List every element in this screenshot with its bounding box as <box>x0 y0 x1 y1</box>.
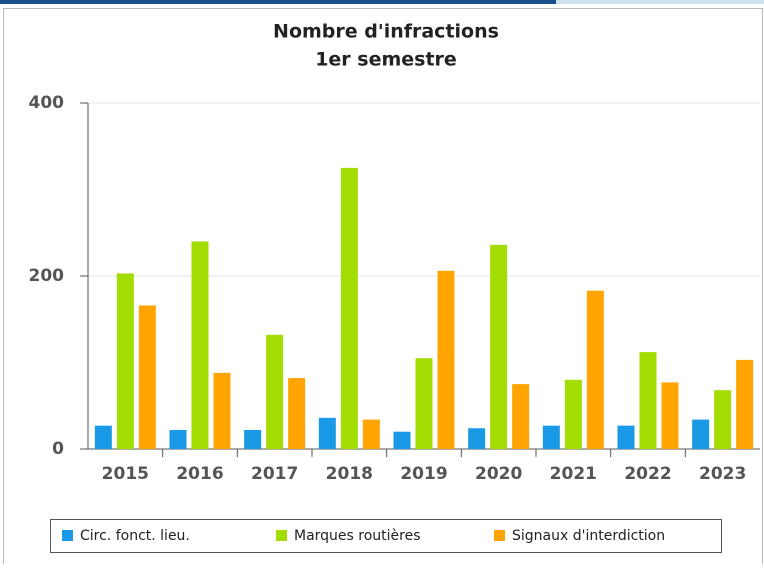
legend-label: Circ. fonct. lieu. <box>80 528 190 544</box>
y-tick-label: 400 <box>29 93 65 113</box>
x-tick-label: 2016 <box>176 464 223 484</box>
bar <box>639 352 657 449</box>
top-bar-light <box>556 0 764 4</box>
bar <box>94 425 112 449</box>
bar <box>542 425 560 449</box>
bar <box>490 244 508 449</box>
y-tick-label: 0 <box>52 439 64 459</box>
legend-label: Signaux d'interdiction <box>512 528 665 544</box>
bar <box>266 334 284 449</box>
bar <box>736 359 754 449</box>
chart-subtitle: 1er semestre <box>315 49 457 71</box>
bar <box>437 270 455 449</box>
bar <box>362 419 380 449</box>
legend <box>50 519 722 553</box>
x-tick-label: 2019 <box>400 464 447 484</box>
bar <box>415 358 433 449</box>
bar <box>191 241 209 449</box>
bar <box>138 305 156 449</box>
legend-swatch <box>62 530 73 541</box>
x-tick-label: 2020 <box>475 464 522 484</box>
x-tick-label: 2015 <box>102 464 149 484</box>
legend-label: Marques routières <box>294 528 421 544</box>
x-tick-label: 2023 <box>699 464 746 484</box>
bar <box>288 378 306 449</box>
bar <box>318 417 336 449</box>
y-tick-label: 200 <box>29 266 65 286</box>
legend-swatch <box>494 530 505 541</box>
x-tick-label: 2018 <box>326 464 373 484</box>
bar <box>586 290 604 449</box>
legend-swatch <box>276 530 287 541</box>
bar <box>169 429 187 449</box>
x-tick-label: 2017 <box>251 464 298 484</box>
bar <box>468 428 486 449</box>
bar <box>393 431 411 449</box>
chart-title: Nombre d'infractions <box>273 21 499 43</box>
bar <box>213 372 231 449</box>
bar <box>244 429 262 449</box>
bar <box>714 390 732 449</box>
x-tick-label: 2021 <box>550 464 597 484</box>
bar <box>661 382 679 449</box>
bar <box>617 425 635 449</box>
top-bar <box>0 0 556 4</box>
bar <box>564 379 582 449</box>
bar <box>340 167 358 449</box>
bar <box>692 419 710 449</box>
bar <box>512 384 530 449</box>
bar <box>116 273 134 449</box>
x-tick-label: 2022 <box>624 464 671 484</box>
